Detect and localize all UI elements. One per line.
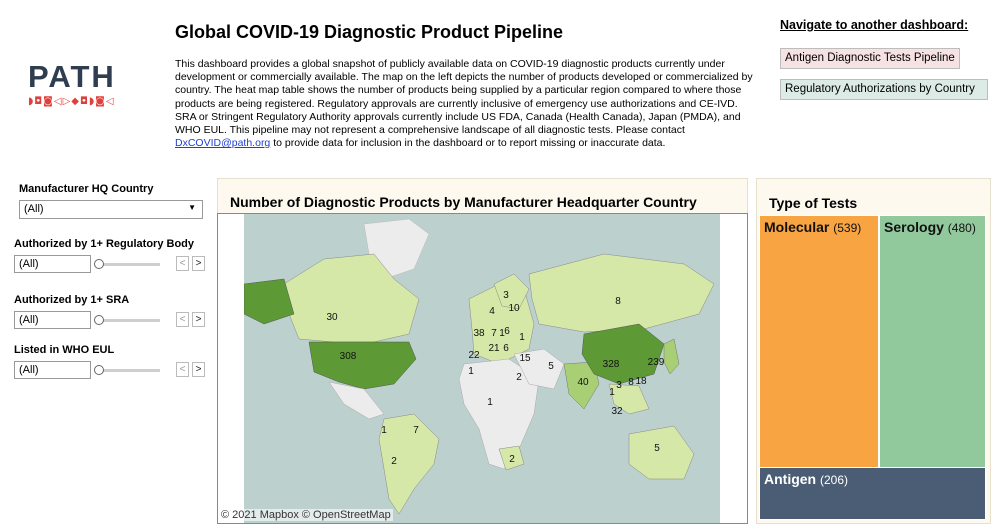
map-value-label: 21 [488, 343, 500, 354]
australia-region[interactable] [628, 425, 695, 480]
map-value-label: 1 [468, 366, 474, 377]
map-value-label: 1 [609, 387, 615, 398]
nav-title: Navigate to another dashboard: [780, 18, 969, 32]
map-title: Number of Diagnostic Products by Manufac… [230, 194, 697, 210]
map-value-label: 40 [577, 377, 589, 388]
south-africa-region[interactable] [498, 445, 525, 471]
map-value-label: 1 [487, 397, 493, 408]
map-value-label: 18 [635, 376, 647, 387]
sra-next-button[interactable]: > [192, 312, 205, 327]
map-value-label: 1 [519, 332, 525, 343]
contact-email-link[interactable]: DxCOVID@path.org [175, 137, 271, 150]
scandinavia-region[interactable] [493, 273, 530, 310]
map-value-label: 239 [648, 357, 665, 368]
antigen-pipeline-button[interactable]: Antigen Diagnostic Tests Pipeline [780, 48, 960, 69]
treemap-cell-antigen[interactable]: Antigen (206) [759, 467, 986, 520]
map-value-label: 6 [504, 326, 510, 337]
map-value-label: 8 [615, 296, 621, 307]
description-text: This dashboard provides a global snapsho… [175, 58, 753, 137]
map-value-label: 308 [340, 351, 357, 362]
logo-glyph-strip: ◗◘◙◁▷◆◘◗◙◁ [28, 96, 115, 107]
antigen-label: Antigen [764, 471, 817, 487]
usa-region[interactable] [308, 341, 417, 390]
who-eul-label: Listed in WHO EUL [14, 344, 115, 356]
middle-east-region[interactable] [513, 348, 565, 390]
map-value-label: 15 [519, 353, 531, 364]
southeast-asia-region[interactable] [608, 383, 650, 415]
mexico-region[interactable] [328, 381, 385, 420]
canada-region[interactable] [283, 253, 420, 343]
map-value-label: 4 [489, 306, 495, 317]
treemap-cell-molecular[interactable]: Molecular (539) [759, 215, 879, 468]
who-eul-slider-handle[interactable] [94, 365, 104, 375]
map-value-label: 5 [654, 443, 660, 454]
japan-region[interactable] [663, 338, 680, 375]
regulatory-body-slider[interactable] [98, 263, 160, 266]
regulatory-authorizations-button[interactable]: Regulatory Authorizations by Country [780, 79, 988, 100]
map-value-label: 2 [391, 456, 397, 467]
type-of-tests-title: Type of Tests [769, 195, 858, 211]
alaska-region[interactable] [244, 278, 295, 325]
serology-count: (480) [947, 221, 976, 235]
who-eul-input[interactable]: (All) [14, 361, 91, 379]
regulatory-body-prev-button[interactable]: < [176, 256, 189, 271]
chevron-down-icon: ▼ [188, 203, 196, 212]
regulatory-body-next-button[interactable]: > [192, 256, 205, 271]
who-eul-prev-button[interactable]: < [176, 362, 189, 377]
china-region[interactable] [581, 323, 665, 385]
logo-text: PATH [28, 59, 116, 94]
sra-slider[interactable] [98, 319, 160, 322]
dashboard-description: This dashboard provides a global snapsho… [175, 58, 760, 150]
regulatory-body-label: Authorized by 1+ Regulatory Body [14, 238, 194, 250]
hq-country-value: (All) [24, 203, 44, 215]
map-value-label: 30 [326, 312, 338, 323]
map-value-label: 3 [503, 290, 509, 301]
map-value-label: 328 [603, 359, 620, 370]
molecular-count: (539) [833, 221, 862, 235]
map-value-label: 2 [509, 454, 515, 465]
description-text-end: to provide data for inclusion in the das… [270, 137, 666, 150]
molecular-label: Molecular [764, 219, 830, 235]
sra-slider-handle[interactable] [94, 315, 104, 325]
regulatory-body-input[interactable]: (All) [14, 255, 91, 273]
regulatory-body-slider-handle[interactable] [94, 259, 104, 269]
map-value-label: 8 [628, 377, 634, 388]
map-value-label: 7 [491, 328, 497, 339]
path-logo: PATH ◗◘◙◁▷◆◘◗◙◁ [28, 59, 154, 107]
sra-label: Authorized by 1+ SRA [14, 294, 130, 306]
page-title: Global COVID-19 Diagnostic Product Pipel… [175, 22, 564, 42]
serology-label: Serology [884, 219, 944, 235]
map-value-label: 2 [516, 372, 522, 383]
map-value-label: 5 [548, 361, 554, 372]
map-value-label: 10 [508, 303, 520, 314]
map-value-label: 7 [413, 425, 419, 436]
sra-prev-button[interactable]: < [176, 312, 189, 327]
russia-region[interactable] [528, 253, 715, 333]
map-value-label: 38 [473, 328, 485, 339]
map-value-label: 22 [468, 350, 480, 361]
map-credit: © 2021 Mapbox © OpenStreetMap [219, 509, 393, 521]
map-value-label: 1 [381, 425, 387, 436]
map-value-label: 1 [499, 328, 505, 339]
treemap-cell-serology[interactable]: Serology (480) [879, 215, 986, 468]
hq-country-label: Manufacturer HQ Country [19, 183, 154, 195]
who-eul-slider[interactable] [98, 369, 160, 372]
map-value-label: 32 [611, 406, 623, 417]
antigen-count: (206) [820, 473, 849, 487]
hq-country-dropdown[interactable]: (All) ▼ [19, 200, 203, 219]
south-america-region[interactable] [378, 413, 440, 515]
who-eul-next-button[interactable]: > [192, 362, 205, 377]
map-value-label: 6 [503, 343, 509, 354]
map-value-label: 3 [616, 380, 622, 391]
sra-input[interactable]: (All) [14, 311, 91, 329]
